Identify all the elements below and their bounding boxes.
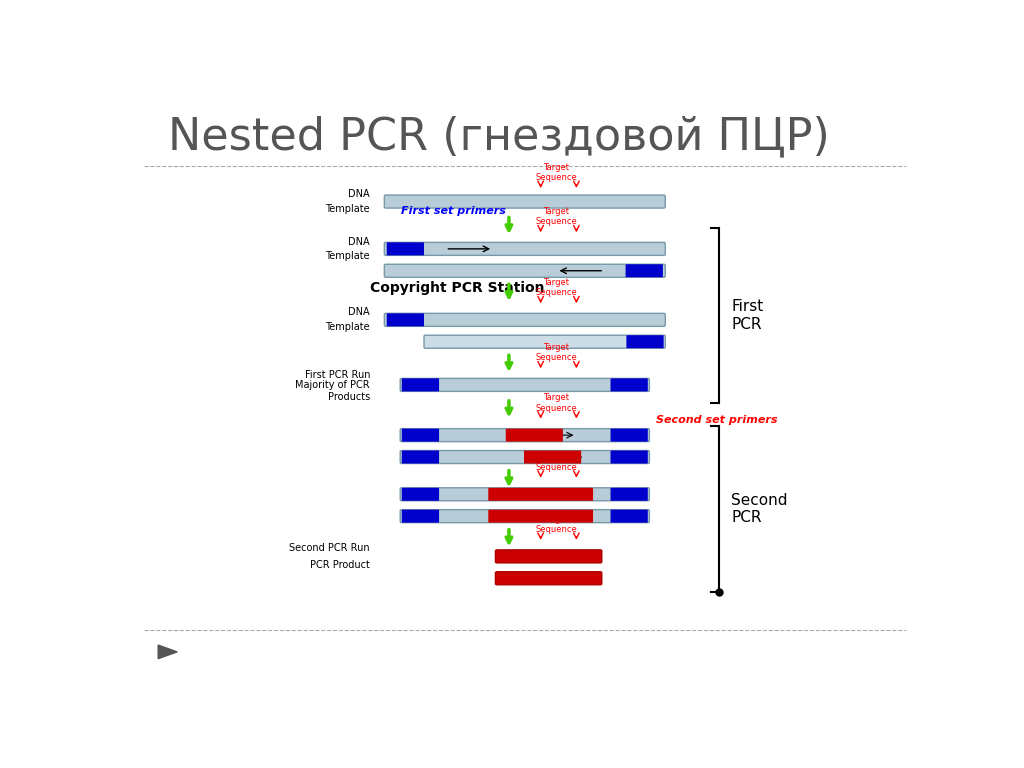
Text: First set primers: First set primers [401, 206, 506, 216]
FancyBboxPatch shape [400, 379, 649, 392]
Text: Target
Sequence: Target Sequence [536, 163, 578, 182]
Text: First
PCR: First PCR [731, 300, 763, 332]
FancyBboxPatch shape [401, 429, 439, 442]
Text: Template: Template [326, 251, 370, 261]
Text: Majority of PCR: Majority of PCR [295, 380, 370, 390]
FancyBboxPatch shape [424, 335, 666, 348]
Text: PCR Product: PCR Product [310, 560, 370, 570]
FancyBboxPatch shape [400, 451, 649, 464]
Text: Products: Products [328, 392, 370, 402]
FancyBboxPatch shape [524, 451, 582, 464]
FancyBboxPatch shape [384, 264, 666, 277]
FancyBboxPatch shape [506, 429, 563, 442]
FancyBboxPatch shape [401, 451, 439, 464]
FancyBboxPatch shape [400, 429, 649, 442]
FancyBboxPatch shape [488, 510, 593, 523]
FancyBboxPatch shape [401, 510, 439, 523]
Text: Target
Sequence: Target Sequence [536, 278, 578, 297]
Text: Target
Sequence: Target Sequence [536, 207, 578, 227]
Text: Second PCR Run: Second PCR Run [290, 543, 370, 553]
Text: Second set primers: Second set primers [655, 415, 777, 425]
FancyBboxPatch shape [610, 510, 648, 523]
FancyBboxPatch shape [400, 510, 649, 523]
FancyBboxPatch shape [610, 488, 648, 501]
Polygon shape [158, 645, 177, 659]
Text: First PCR Run: First PCR Run [304, 370, 370, 380]
Text: Target
Sequence: Target Sequence [536, 343, 578, 362]
FancyBboxPatch shape [627, 335, 664, 348]
Text: DNA: DNA [348, 237, 370, 247]
Text: Template: Template [326, 323, 370, 333]
FancyBboxPatch shape [496, 571, 602, 584]
Text: DNA: DNA [348, 189, 370, 199]
FancyBboxPatch shape [384, 195, 666, 208]
FancyBboxPatch shape [387, 313, 424, 326]
FancyBboxPatch shape [401, 379, 439, 392]
FancyBboxPatch shape [387, 243, 424, 256]
Text: Target
Sequence: Target Sequence [536, 515, 578, 534]
Text: Target
Sequence: Target Sequence [536, 393, 578, 412]
FancyBboxPatch shape [401, 488, 439, 501]
FancyBboxPatch shape [384, 313, 666, 326]
Text: Nested PCR (гнездовой ПЦР): Nested PCR (гнездовой ПЦР) [168, 116, 829, 159]
Text: DNA: DNA [348, 307, 370, 317]
FancyBboxPatch shape [610, 451, 648, 464]
FancyBboxPatch shape [384, 243, 666, 256]
FancyBboxPatch shape [400, 488, 649, 501]
FancyBboxPatch shape [488, 488, 593, 501]
Text: Second
PCR: Second PCR [731, 493, 787, 525]
FancyBboxPatch shape [626, 264, 663, 277]
Text: Target
Sequence: Target Sequence [536, 452, 578, 472]
FancyBboxPatch shape [610, 379, 648, 392]
FancyBboxPatch shape [610, 429, 648, 442]
Text: Copyright PCR Station: Copyright PCR Station [370, 282, 545, 296]
Text: Template: Template [326, 204, 370, 214]
FancyBboxPatch shape [496, 550, 602, 563]
